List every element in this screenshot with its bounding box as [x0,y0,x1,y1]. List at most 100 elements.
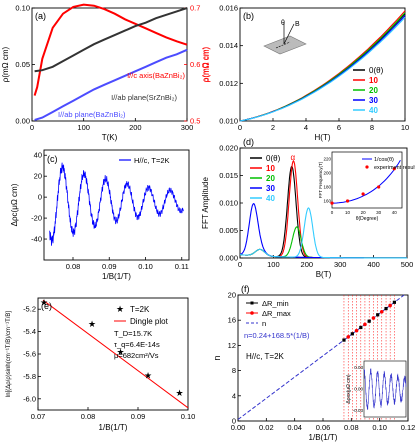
series-line-d [240,207,407,259]
data-point: ★ [88,319,96,329]
y-tick-label: 0 [232,417,236,426]
x-tick-label: 400 [367,260,380,269]
series-line-I//ab plane(SrZnBi₂) [34,7,188,73]
x-tick-label: 200 [129,123,142,132]
inset-y-axis-label: Δρxx(μΩ cm) [346,374,352,404]
sample-plate [263,35,307,55]
legend-entry: Dingle plot [130,317,169,326]
x-tick-label: 4 [304,123,308,132]
x-axis-label-d: B(T) [316,270,332,279]
dingle-fit-line [42,299,189,409]
x-tick-label: 6 [337,123,341,132]
x-tick-label: 0.12 [401,423,415,432]
annotation: τ_q=6.4E-14s [114,340,160,349]
series-line-d [239,203,407,259]
y-tick-label: -5.4 [23,327,36,336]
data-point-max [388,303,392,308]
annotation: T_D=15.7K [114,329,152,338]
y-tick-label: 0.00 [15,117,30,126]
y-tick-label: 0.014 [219,41,238,50]
x-tick-label: 2 [271,123,275,132]
inset-point [377,185,381,189]
legend-swatch [250,311,254,315]
y-tick-label: 20 [34,172,42,181]
legend-entry: 20 [266,174,275,183]
y-tick-label: 20 [228,291,236,300]
inset-legend-entry: 1/cos(θ) [374,157,394,163]
inset-y-tick-label: -0.03 [353,408,364,413]
y-tick-label: 0.020 [219,144,238,153]
inset-x-tick-label: 30 [376,210,382,215]
y-axis-label-d: FFT Amplitude [201,177,210,229]
inset-frame-d [331,151,403,209]
plot-frame-e [37,297,189,411]
legend-entry: H//c, T=2K [134,156,170,165]
x-tick-label: 0.07 [31,412,46,421]
fit-line [237,294,405,420]
legend-entry: ΔR_min [262,299,289,308]
fit-equation: n=0.24+168.5*(1/B) [244,331,310,340]
x-tick-label: 0.09 [102,262,117,271]
y-tick-label: -20 [31,214,42,223]
data-point: ★ [116,347,124,357]
x-tick-label: 0.04 [287,423,302,432]
y-right-tick-label: 0.5 [190,117,200,126]
x-axis-label-f: 1/B(1/T) [309,433,338,442]
condition-label: H//c, T=2K [246,352,285,361]
y-tick-label: 0.05 [15,60,30,69]
series-line-d [240,226,407,259]
inset-point [392,167,396,171]
x-tick-label: 100 [77,123,90,132]
x-tick-label: 10 [401,123,409,132]
legend-entry: 10 [266,164,275,173]
series-line-I//c axis(BaZnBi₂) [33,3,188,96]
panel-label-a: (a) [35,11,46,21]
legend-entry: 30 [266,184,275,193]
data-point-min [342,338,346,342]
series-line-c [49,162,184,246]
y-tick-label: 4 [232,391,236,400]
theta-label: θ [281,20,285,27]
inset-y-tick-label: 0.00 [354,387,363,392]
data-point-min [367,319,371,323]
x-tick-label: 0 [238,260,242,269]
legend-entry: 40 [266,194,275,203]
y-right-tick-label: 0.7 [190,4,200,13]
x-tick-label: 0.10 [181,412,196,421]
y-tick-label: -5.2 [23,305,36,314]
inset-y-tick-label: 160 [323,199,331,204]
inset-y-tick-label: 0.03 [354,365,363,370]
inset-series-line [363,368,407,410]
x-axis-label-e: 1/B(1/T) [99,423,128,432]
y-tick-label: 0.010 [219,199,238,208]
plot-frame-b [239,7,406,122]
field-arrow [283,23,295,45]
legend-entry: I//ab plane(SrZnBi₂) [111,93,177,102]
series-line-b [239,17,406,122]
data-point-max [354,328,359,333]
peak-label: α [290,153,295,162]
data-point-max [346,335,351,339]
inset-x-tick-label: 10 [345,210,351,215]
legend-entry: 10 [369,76,378,85]
x-tick-label: 0 [30,123,34,132]
inset-point [345,199,350,203]
y-tick-label: 8 [232,366,236,375]
inset-x-tick-label: 40 [392,210,398,215]
y-tick-label: 0.010 [219,117,238,126]
x-axis-label-c: 1/B(1/T) [102,272,131,281]
y-tick-label: -5.6 [23,350,36,359]
legend-swatch [250,301,254,305]
legend-entry: ΔR_max [262,309,291,318]
legend-entry: I//ab plane(BaZnBi₂) [58,110,126,119]
x-tick-label: 0.02 [259,423,274,432]
legend-entry: 40 [369,106,378,115]
panel-label-e: (e) [41,301,52,311]
data-point-min [384,306,388,311]
panel-label-c: (c) [47,154,58,164]
y-tick-label: 16 [228,316,236,325]
y-tick-label: 0.10 [15,4,30,13]
x-tick-label: 0.10 [138,262,153,271]
x-tick-label: 0.00 [231,423,246,432]
